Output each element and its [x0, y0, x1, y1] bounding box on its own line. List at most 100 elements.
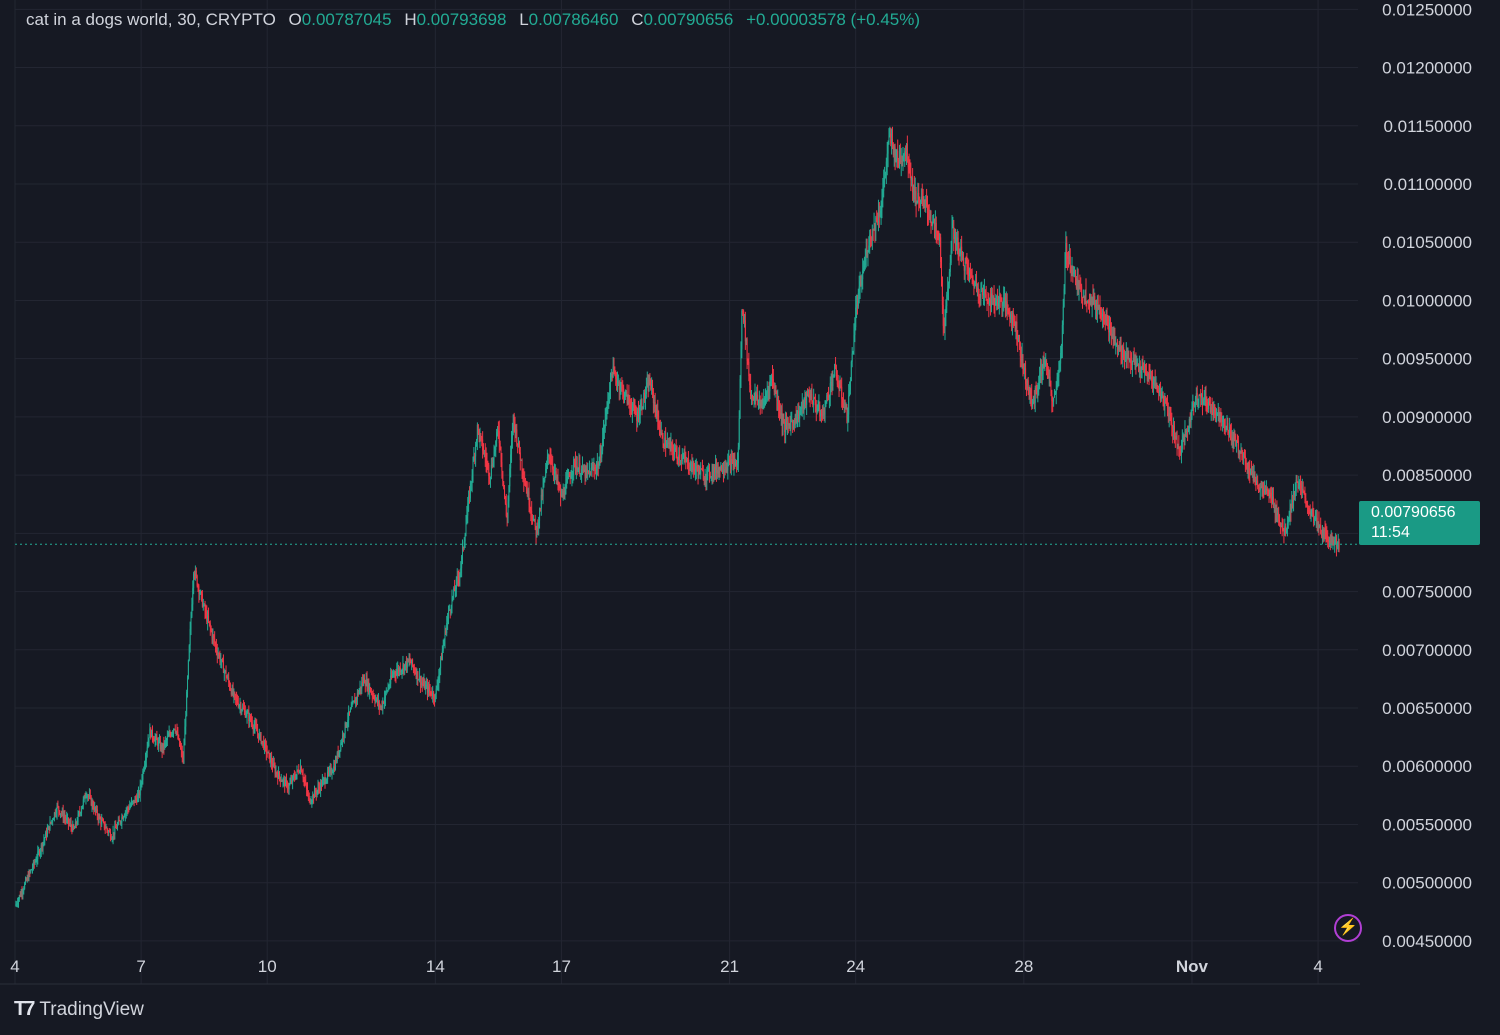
candle-body [175, 731, 177, 733]
candle-body [1272, 496, 1274, 508]
candle-body [507, 501, 509, 519]
candle-body [333, 766, 335, 772]
candle-body [1313, 514, 1315, 523]
candle-body [925, 200, 927, 202]
candle-body [105, 827, 107, 829]
candle-body [231, 688, 233, 695]
candle-body [291, 780, 293, 783]
candle-body [991, 293, 993, 297]
candle-body [623, 396, 625, 398]
candle-body [680, 460, 682, 462]
candle-body [688, 468, 690, 470]
candle-body [353, 700, 355, 703]
candle-body [533, 518, 535, 520]
candle-body [848, 395, 850, 415]
candle-body [1042, 359, 1044, 375]
candle-body [177, 731, 179, 739]
candle-body [1225, 429, 1227, 431]
candle-body [1230, 431, 1232, 441]
candle-body [384, 692, 386, 699]
candle-body [545, 468, 547, 477]
candle-body [810, 393, 812, 399]
candle-body [208, 615, 210, 622]
candle-body [123, 816, 125, 819]
candle-body [1052, 401, 1054, 403]
candle-body [144, 764, 146, 770]
candle-body [720, 465, 722, 471]
candle-body [862, 270, 864, 280]
candle-body [436, 685, 438, 689]
y-tick-label: 0.01050000 [1382, 233, 1472, 252]
candle-body [856, 304, 858, 308]
candle-body [174, 728, 176, 732]
candle-body [138, 792, 140, 796]
candle-body [1146, 375, 1148, 382]
candle-body [448, 609, 450, 611]
candle-body [616, 378, 618, 384]
candle-body [1166, 399, 1168, 405]
candle-body [206, 612, 208, 622]
candle-body [1073, 272, 1075, 274]
candle-body [1162, 391, 1164, 403]
candle-body [1316, 517, 1318, 525]
candle-body [196, 575, 198, 586]
candle-body [865, 250, 867, 257]
candle-body [627, 395, 629, 404]
candle-body [981, 287, 983, 292]
candle-body [385, 691, 387, 693]
candle-body [607, 402, 609, 406]
candle-body [1068, 255, 1070, 262]
candle-body [345, 722, 347, 727]
price-axis[interactable]: 0.004500000.005000000.005500000.00600000… [1382, 0, 1472, 951]
candle-body [641, 402, 643, 409]
candle-body [1053, 397, 1055, 402]
candle-body [873, 223, 875, 231]
candle-body [143, 769, 145, 772]
candle-body [149, 728, 151, 738]
candle-body [299, 772, 301, 774]
candle-body [847, 414, 849, 422]
candle-body [655, 408, 657, 417]
candle-body [158, 741, 160, 743]
legend-symbol[interactable]: cat in a dogs world [26, 10, 168, 29]
candle-body [1174, 438, 1176, 440]
candle-body [1246, 467, 1248, 469]
candle-body [165, 740, 167, 742]
candle-body [375, 699, 377, 702]
candle-body [619, 388, 621, 390]
candle-body [500, 447, 502, 463]
candle-body [1001, 297, 1003, 306]
time-axis[interactable]: 4 7 10 14 17 21 24 28 Nov 4 [10, 957, 1323, 976]
candle-body [640, 402, 642, 408]
brand[interactable]: T7 TradingView [14, 998, 144, 1021]
candle-body [570, 475, 572, 479]
candle-body [629, 401, 631, 404]
candle-body [594, 467, 596, 470]
candle-body [849, 390, 851, 396]
candle-body [875, 217, 877, 231]
candle-body [585, 468, 587, 478]
candle-body [77, 814, 79, 823]
candle-body [123, 815, 125, 817]
candle-body [1089, 302, 1091, 304]
candle-body [425, 685, 427, 690]
candle-body [1212, 410, 1214, 416]
candle-body [48, 826, 50, 830]
legend-close-label: C [631, 10, 644, 29]
candle-body [1329, 540, 1331, 544]
candle-body [911, 177, 913, 181]
candle-body [990, 293, 992, 307]
candle-body [1099, 304, 1101, 313]
candle-body [312, 795, 314, 801]
candle-body [298, 770, 300, 773]
candle-body [881, 198, 883, 211]
candle-body [1243, 455, 1245, 458]
candle-body [549, 456, 551, 459]
candle-body [1289, 507, 1291, 518]
bolt-icon[interactable]: ⚡ [1334, 914, 1362, 942]
candle-body [317, 786, 319, 791]
candle-body [243, 707, 245, 709]
candle-body [118, 820, 120, 822]
